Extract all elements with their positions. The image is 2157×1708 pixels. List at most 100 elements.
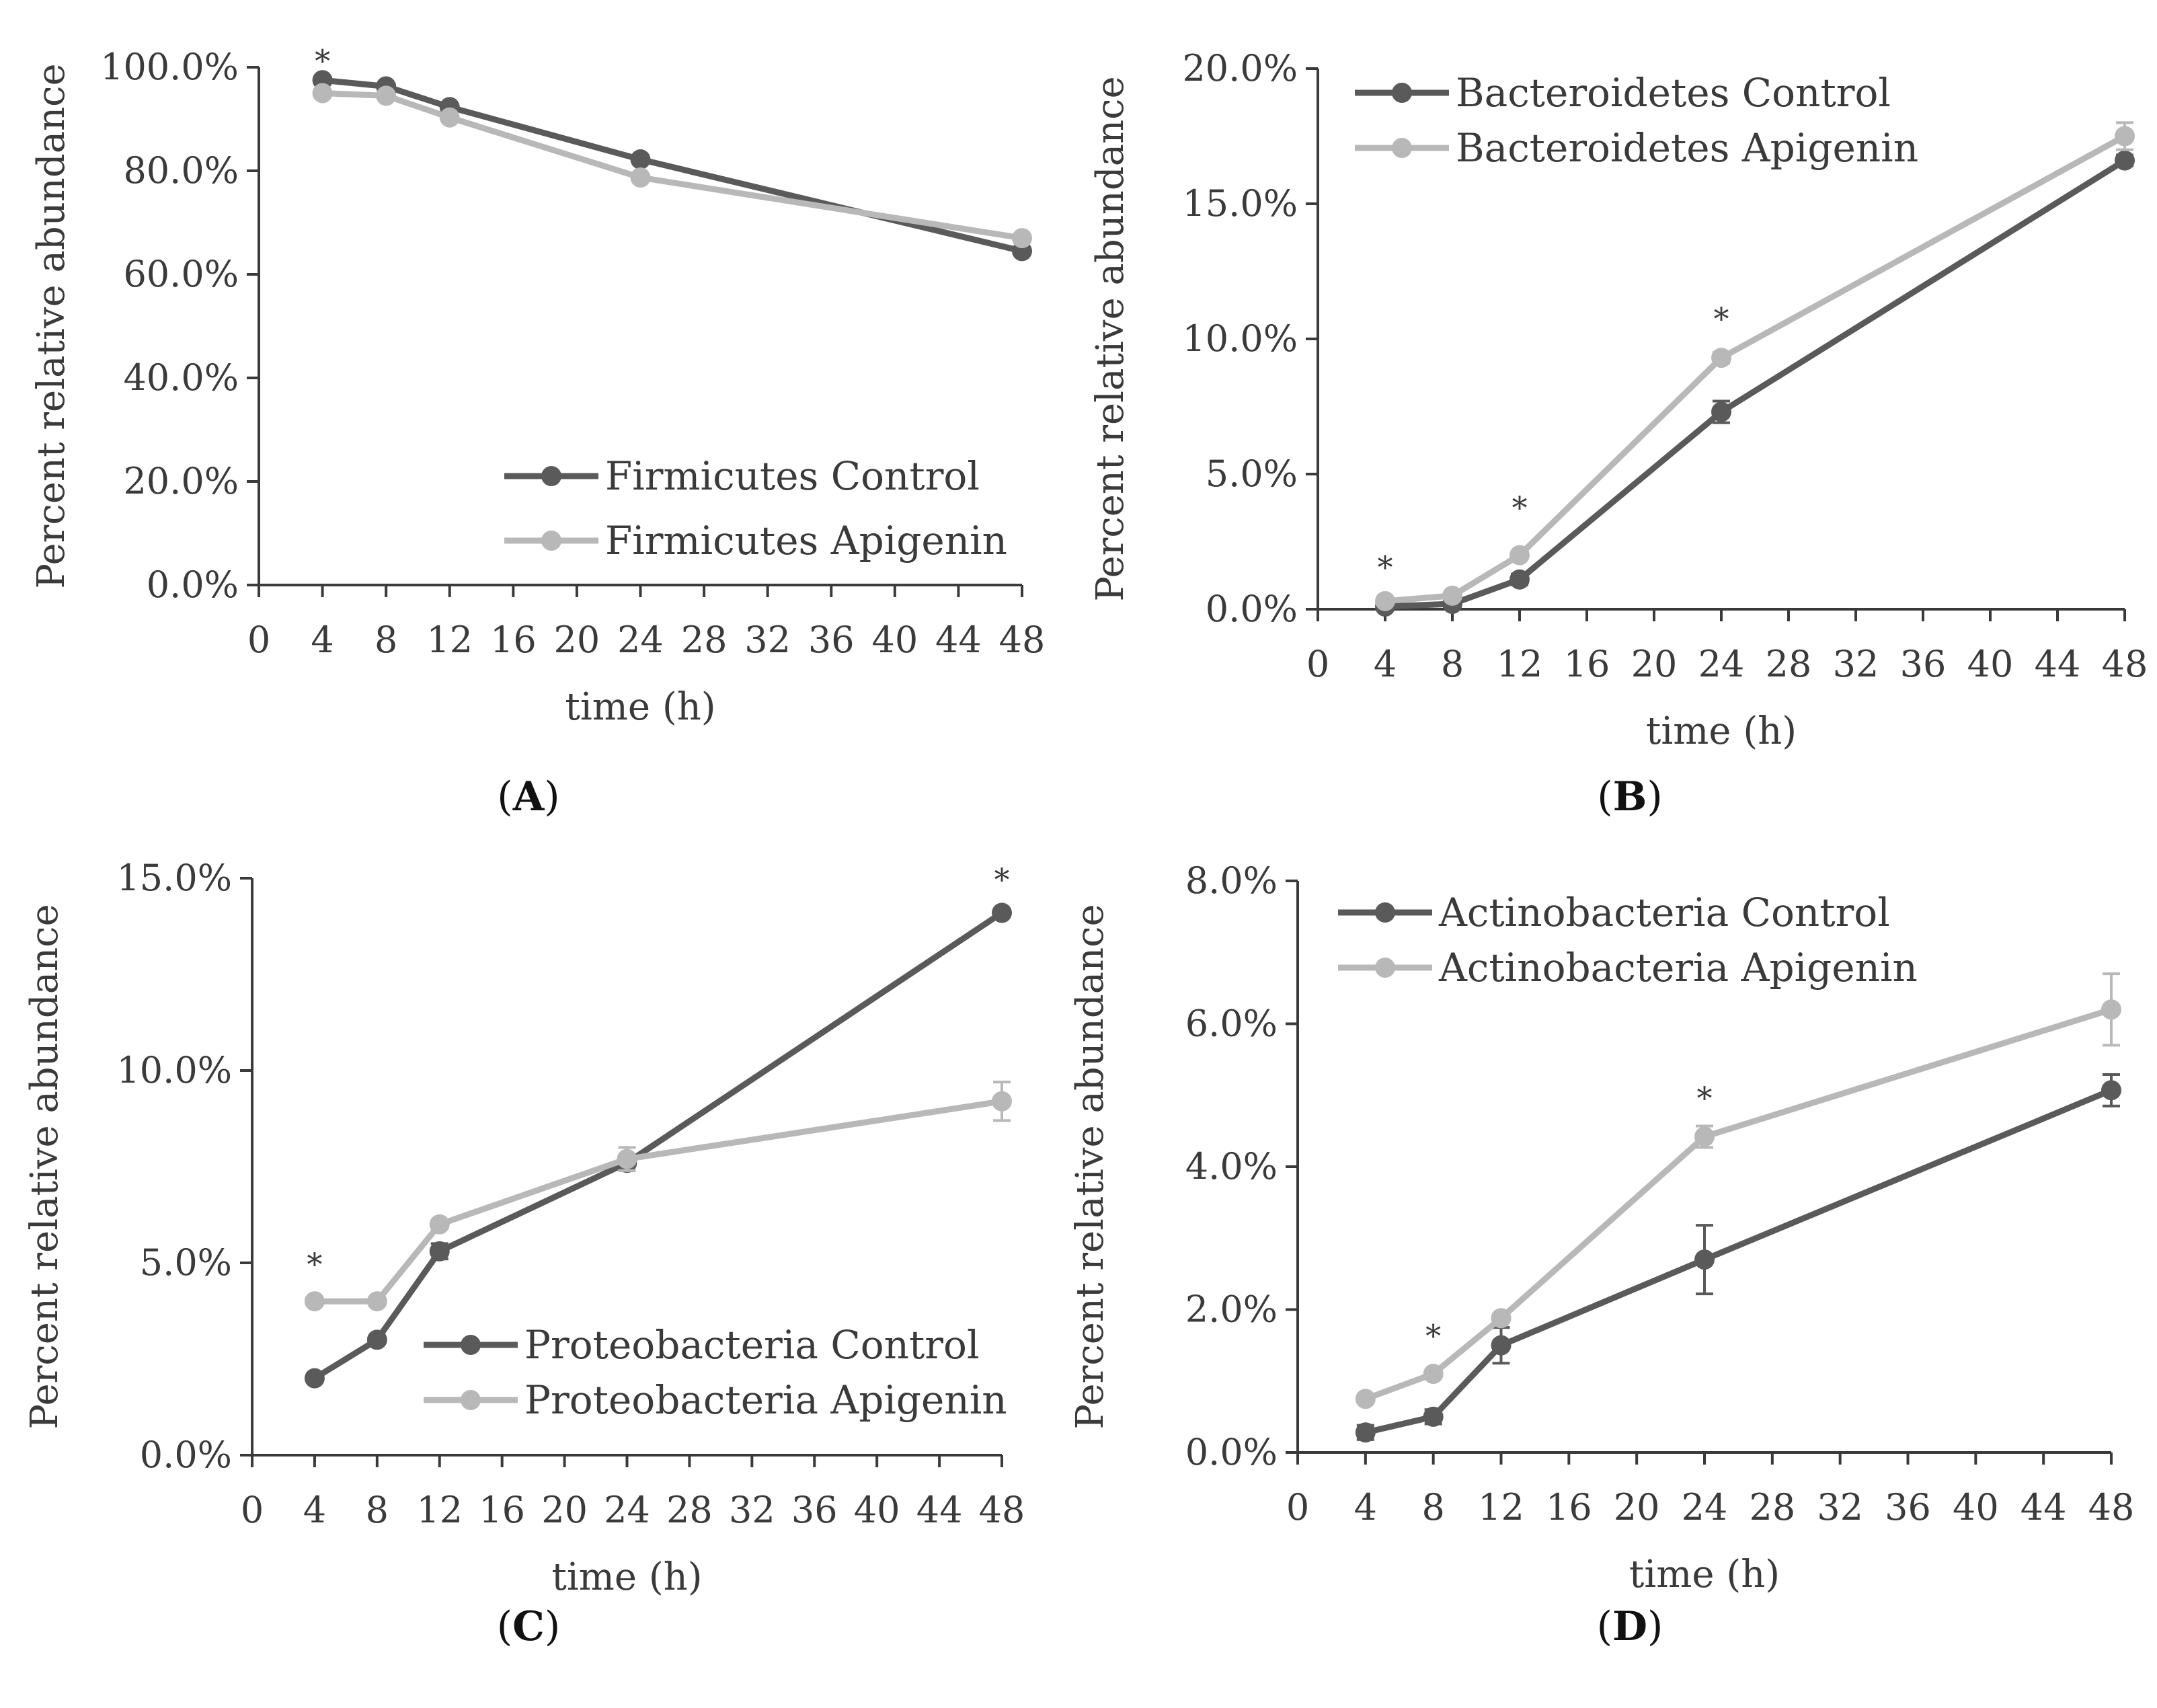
x-tick-label: 48 (999, 619, 1046, 661)
x-axis-title: time (h) (551, 1555, 702, 1599)
significance-marker: * (1512, 490, 1528, 526)
x-tick-label: 40 (1953, 1486, 1999, 1528)
x-tick-label: 32 (1817, 1486, 1863, 1528)
y-tick-label: 0.0% (140, 1434, 232, 1476)
data-point (1491, 1308, 1512, 1329)
data-point (1375, 590, 1395, 611)
x-tick-label: 24 (1698, 643, 1745, 685)
x-tick-label: 32 (729, 1489, 775, 1531)
significance-marker: * (1697, 1080, 1713, 1116)
x-tick-label: 20 (554, 619, 600, 661)
legend-marker (1392, 83, 1412, 103)
y-tick-label: 10.0% (116, 1049, 232, 1091)
x-tick-label: 24 (617, 619, 664, 661)
x-tick-label: 4 (303, 1489, 326, 1531)
x-tick-label: 12 (1497, 643, 1543, 685)
data-point (2115, 126, 2135, 147)
y-tick-label: 80.0% (123, 149, 239, 192)
y-tick-label: 4.0% (1185, 1145, 1278, 1188)
x-tick-label: 0 (1286, 1486, 1309, 1528)
series-line-control (313, 910, 1004, 1381)
data-point (1423, 1406, 1444, 1427)
x-tick-label: 12 (416, 1489, 463, 1531)
x-tick-label: 16 (479, 1489, 525, 1531)
x-tick-label: 0 (241, 1489, 264, 1531)
x-tick-label: 0 (247, 619, 270, 661)
legend-label: Actinobacteria Control (1438, 890, 1890, 935)
panel-a-chart: 0.0%20.0%40.0%60.0%80.0%100.0%0 4 8 12 16 20 2… (30, 42, 1045, 729)
legend-label: Bacteroidetes Apigenin (1456, 125, 1918, 171)
data-point (1423, 1364, 1444, 1385)
legend-label: Proteobacteria Apigenin (524, 1377, 1007, 1423)
x-axis-title: time (h) (565, 685, 715, 729)
y-tick-label: 100.0% (100, 46, 239, 88)
x-tick-label: 8 (366, 1489, 389, 1531)
significance-marker: * (994, 861, 1010, 898)
x-tick-label: 28 (681, 619, 728, 661)
significance-marker: * (1425, 1318, 1441, 1354)
data-point (1711, 348, 1731, 368)
x-axis-title: time (h) (1646, 709, 1797, 753)
x-tick-label: 20 (541, 1489, 588, 1531)
y-tick-label: 5.0% (140, 1241, 232, 1284)
x-tick-label: 44 (2035, 643, 2081, 685)
x-tick-label: 8 (1421, 1486, 1444, 1528)
data-point (1711, 401, 1731, 422)
series-line-apigenin (1384, 133, 2127, 605)
legend-marker (1392, 138, 1412, 158)
x-tick-label: 24 (604, 1489, 650, 1531)
x-tick-label: 32 (1833, 643, 1879, 685)
x-tick-label: 48 (2102, 643, 2148, 685)
data-point (312, 83, 333, 104)
y-tick-label: 5.0% (1206, 453, 1298, 495)
legend-label: Proteobacteria Control (524, 1322, 980, 1368)
x-tick-label: 16 (1564, 643, 1610, 685)
x-tick-label: 28 (1766, 643, 1812, 685)
x-tick-label: 4 (1354, 1486, 1377, 1528)
data-point (429, 1214, 450, 1235)
series-line-apigenin (1364, 1006, 2113, 1402)
data-point (1355, 1389, 1376, 1409)
x-tick-label: 12 (426, 619, 473, 661)
y-tick-label: 20.0% (123, 460, 239, 502)
series-line-control (1364, 1087, 2113, 1436)
panel-d-chart: 0.0%2.0%4.0%6.0%8.0%0 4 8 12 16 20 24 28 32 36 40 4… (1068, 859, 2134, 1596)
x-tick-label: 28 (666, 1489, 713, 1531)
data-point (2101, 999, 2121, 1020)
x-tick-label: 48 (2088, 1486, 2135, 1528)
data-point (366, 1329, 387, 1350)
legend-marker (541, 466, 561, 486)
significance-marker: * (315, 42, 330, 79)
data-point (2115, 150, 2135, 171)
panel-label-a: (A) (497, 773, 560, 820)
x-tick-label: 36 (1885, 1486, 1931, 1528)
legend-marker (541, 531, 561, 551)
panel-label-c: (C) (496, 1603, 561, 1650)
y-tick-label: 8.0% (1185, 859, 1278, 902)
x-tick-label: 44 (935, 619, 982, 661)
data-point (1509, 545, 1530, 566)
data-point (992, 1091, 1012, 1112)
data-point (429, 1241, 450, 1261)
y-tick-label: 0.0% (1206, 588, 1298, 630)
y-tick-label: 20.0% (1182, 47, 1298, 89)
legend-label: Firmicutes Control (605, 453, 980, 499)
x-tick-label: 36 (791, 1489, 838, 1531)
significance-marker: * (1714, 301, 1729, 337)
y-axis-title: Percent relative abundance (1089, 76, 1132, 601)
panel-label-d: (D) (1596, 1603, 1663, 1650)
x-tick-label: 16 (490, 619, 537, 661)
y-tick-label: 2.0% (1185, 1288, 1278, 1331)
data-point (304, 1368, 325, 1389)
x-tick-label: 8 (1441, 643, 1464, 685)
data-point (376, 85, 397, 106)
data-point (992, 902, 1012, 923)
x-tick-label: 32 (744, 619, 791, 661)
data-point (630, 167, 651, 188)
y-axis-title: Percent relative abundance (30, 63, 73, 588)
x-axis-title: time (h) (1629, 1553, 1780, 1596)
x-tick-label: 12 (1478, 1486, 1524, 1528)
y-tick-label: 15.0% (1182, 182, 1298, 225)
panel-label-b: (B) (1597, 773, 1663, 820)
